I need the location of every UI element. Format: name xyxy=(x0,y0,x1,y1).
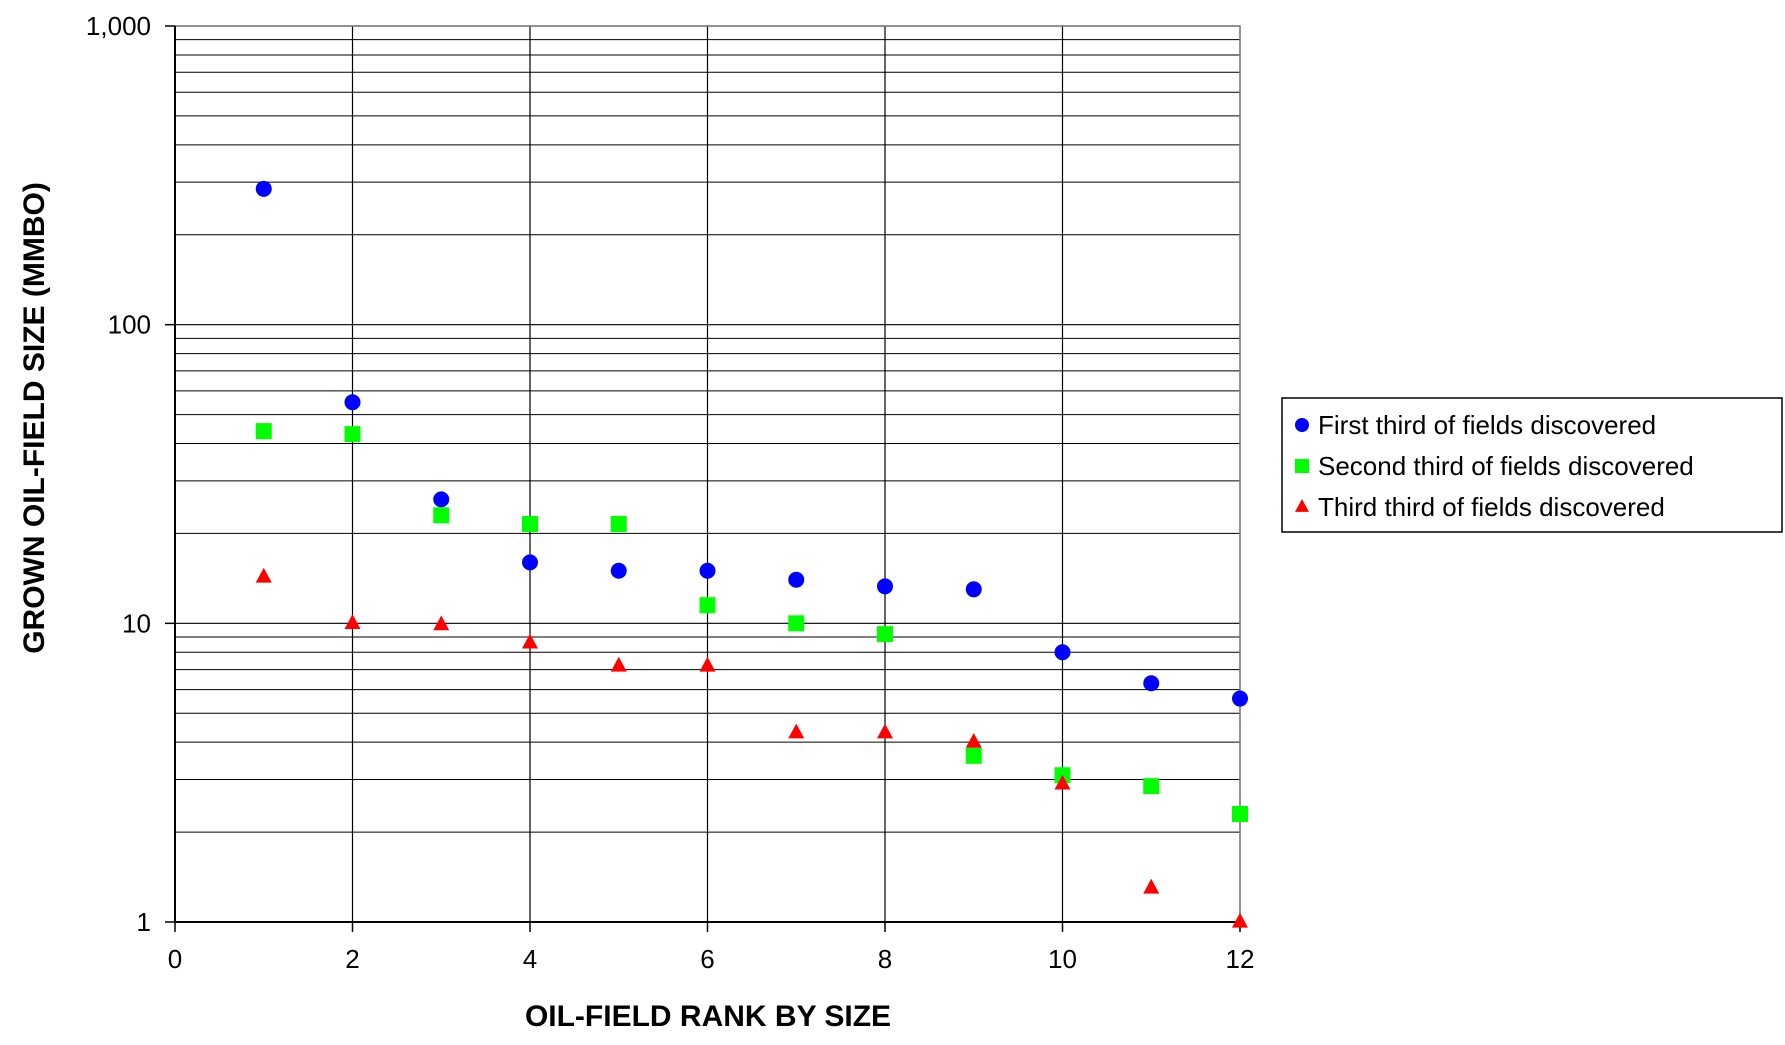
legend-label: Second third of fields discovered xyxy=(1318,451,1694,481)
data-point-circle xyxy=(1143,675,1160,692)
data-point-circle xyxy=(255,180,272,197)
data-point-triangle xyxy=(1143,878,1160,894)
data-point-circle xyxy=(699,562,716,579)
data-point-triangle xyxy=(344,614,361,629)
major-gridlines xyxy=(174,25,1241,923)
legend: First third of fields discovered Second t… xyxy=(1281,397,1783,533)
data-point-square xyxy=(965,747,982,764)
data-point-circle xyxy=(877,578,893,595)
data-point-circle xyxy=(1232,690,1248,707)
series-1 xyxy=(255,180,1248,707)
x-tick-labels: 0 2 4 6 8 10 12 xyxy=(168,944,1255,974)
legend-label: First third of fields discovered xyxy=(1318,410,1656,440)
y-tick-label: 100 xyxy=(108,310,151,340)
data-point-triangle xyxy=(610,656,627,672)
data-point-square xyxy=(788,615,805,632)
data-point-triangle xyxy=(877,723,893,739)
x-tick-label: 4 xyxy=(523,944,537,974)
legend-marker-triangle xyxy=(1295,498,1309,512)
x-tick-label: 12 xyxy=(1226,944,1255,974)
data-point-triangle xyxy=(965,733,982,748)
data-point-circle xyxy=(344,394,361,411)
x-tick-label: 8 xyxy=(878,944,892,974)
data-point-square xyxy=(610,516,627,533)
data-point-square xyxy=(522,516,538,533)
data-point-triangle xyxy=(522,633,538,649)
y-tick-labels: 1 10 100 1,000 xyxy=(86,11,151,937)
data-point-square xyxy=(877,626,893,643)
data-point-triangle xyxy=(255,567,272,583)
data-point-circle xyxy=(965,581,982,598)
data-point-circle xyxy=(522,554,538,571)
x-tick-label: 10 xyxy=(1048,944,1077,974)
data-point-square xyxy=(433,507,450,524)
data-point-square xyxy=(699,597,716,614)
data-point-square xyxy=(1232,805,1248,822)
y-axis-title: GROWN OIL-FIELD SIZE (MMBO) xyxy=(18,182,51,654)
x-axis-title: OIL-FIELD RANK BY SIZE xyxy=(525,1000,891,1033)
data-point-square xyxy=(344,426,361,443)
legend-marker-circle xyxy=(1295,418,1309,432)
data-point-square xyxy=(1143,778,1160,795)
data-point-circle xyxy=(610,562,627,579)
legend-box xyxy=(1281,397,1783,533)
x-tick-label: 0 xyxy=(168,944,182,974)
y-tick-label: 1 xyxy=(137,907,151,937)
data-point-triangle xyxy=(699,656,716,672)
x-tick-label: 2 xyxy=(345,944,359,974)
data-point-square xyxy=(255,423,272,440)
data-point-circle xyxy=(433,491,450,508)
legend-marker-square xyxy=(1295,459,1309,473)
series-2 xyxy=(255,423,1248,822)
y-tick-label: 1,000 xyxy=(86,11,151,41)
y-tick-label: 10 xyxy=(122,608,151,638)
data-points xyxy=(255,180,1248,928)
data-point-circle xyxy=(1054,644,1071,661)
data-point-triangle xyxy=(1232,912,1248,928)
axes xyxy=(165,25,1241,932)
x-tick-label: 6 xyxy=(700,944,714,974)
data-point-triangle xyxy=(1054,774,1071,790)
data-point-triangle xyxy=(433,615,450,631)
data-point-circle xyxy=(788,571,805,588)
data-point-triangle xyxy=(788,723,805,739)
series-3 xyxy=(255,567,1248,928)
legend-label: Third third of fields discovered xyxy=(1318,492,1665,522)
